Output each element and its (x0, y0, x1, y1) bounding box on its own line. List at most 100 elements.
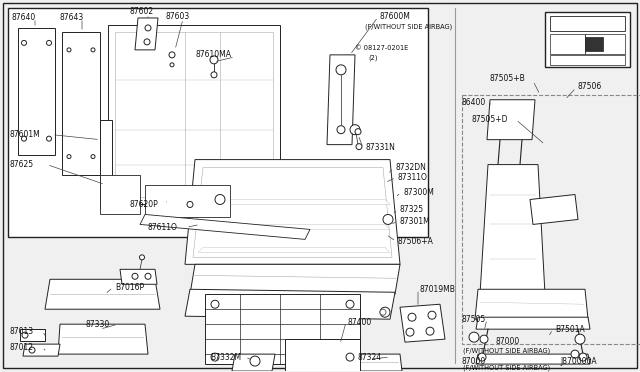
Text: 87013: 87013 (10, 327, 34, 336)
Polygon shape (198, 224, 390, 230)
Text: 87505+B: 87505+B (490, 74, 525, 83)
Polygon shape (135, 18, 158, 50)
Circle shape (67, 48, 71, 52)
Circle shape (355, 129, 361, 135)
Text: 87506: 87506 (578, 82, 602, 91)
Circle shape (67, 155, 71, 158)
Circle shape (144, 39, 150, 45)
Text: B7016P: B7016P (115, 283, 144, 292)
Text: 87620P: 87620P (130, 200, 159, 209)
Text: 87330: 87330 (85, 320, 109, 329)
Circle shape (380, 309, 386, 315)
Text: 87600M: 87600M (380, 12, 411, 22)
Circle shape (571, 350, 579, 358)
Circle shape (211, 353, 219, 361)
Text: 8732DN: 8732DN (395, 163, 426, 172)
Text: 87601M: 87601M (10, 130, 41, 139)
Circle shape (211, 300, 219, 308)
Circle shape (47, 41, 51, 45)
Polygon shape (23, 344, 60, 356)
Polygon shape (145, 185, 230, 218)
Circle shape (187, 202, 193, 208)
Circle shape (350, 125, 360, 135)
Polygon shape (475, 289, 588, 319)
Circle shape (169, 52, 175, 58)
Bar (545, 12, 630, 67)
Text: (F/WITHOUT SIDE AIRBAG): (F/WITHOUT SIDE AIRBAG) (463, 365, 550, 371)
Circle shape (380, 307, 390, 317)
Circle shape (383, 214, 393, 224)
Text: 87625: 87625 (10, 160, 34, 169)
Text: 87324: 87324 (358, 353, 382, 362)
Circle shape (406, 328, 414, 336)
Polygon shape (18, 28, 55, 155)
Polygon shape (476, 354, 590, 364)
Text: 87505+D: 87505+D (472, 115, 509, 124)
Circle shape (170, 63, 174, 67)
Circle shape (469, 332, 479, 342)
Bar (585, 37, 603, 51)
Polygon shape (476, 317, 590, 329)
Circle shape (579, 353, 587, 361)
Polygon shape (185, 289, 395, 319)
Polygon shape (205, 294, 360, 364)
Text: © 08127-0201E: © 08127-0201E (355, 45, 408, 51)
Circle shape (145, 273, 151, 279)
Bar (550, 34, 585, 54)
Polygon shape (45, 279, 160, 309)
Circle shape (480, 335, 488, 343)
Text: 87611O: 87611O (148, 223, 178, 232)
Text: 87505: 87505 (461, 315, 485, 324)
Circle shape (356, 144, 362, 150)
Circle shape (140, 255, 145, 260)
Bar (585, 34, 625, 54)
Circle shape (346, 300, 354, 308)
Circle shape (47, 136, 51, 141)
Text: 87000: 87000 (496, 337, 520, 346)
Text: 87331N: 87331N (365, 143, 395, 152)
Circle shape (428, 311, 436, 319)
Circle shape (91, 48, 95, 52)
Polygon shape (108, 25, 280, 205)
Circle shape (426, 327, 434, 335)
Polygon shape (480, 164, 545, 294)
Polygon shape (115, 32, 273, 198)
Text: 87019MB: 87019MB (420, 285, 456, 294)
Polygon shape (62, 32, 100, 174)
Text: B7332M: B7332M (210, 353, 241, 362)
Polygon shape (100, 120, 112, 209)
Circle shape (337, 126, 345, 134)
Polygon shape (193, 167, 392, 257)
Circle shape (210, 56, 218, 64)
Circle shape (576, 335, 584, 343)
Circle shape (22, 332, 28, 338)
Polygon shape (198, 199, 390, 205)
Text: 87602: 87602 (130, 7, 154, 16)
Circle shape (145, 25, 151, 31)
Polygon shape (232, 354, 275, 371)
Polygon shape (140, 214, 310, 240)
Text: J870000A: J870000A (560, 357, 596, 366)
Text: (F/WITHOUT SIDE AIRBAG): (F/WITHOUT SIDE AIRBAG) (463, 348, 550, 355)
Circle shape (408, 313, 416, 321)
Circle shape (250, 356, 260, 366)
Bar (550, 16, 625, 31)
Text: (F/WITHOUT SIDE AIRBAG): (F/WITHOUT SIDE AIRBAG) (365, 24, 452, 30)
Circle shape (215, 195, 225, 205)
Circle shape (22, 41, 26, 45)
Bar (462, 95, 640, 344)
Polygon shape (58, 324, 148, 354)
Polygon shape (285, 339, 360, 371)
Circle shape (22, 136, 26, 141)
Circle shape (346, 353, 354, 361)
Text: 87311O: 87311O (398, 173, 428, 182)
Polygon shape (400, 304, 445, 342)
Polygon shape (327, 55, 355, 145)
Text: 87301M: 87301M (400, 217, 431, 226)
Circle shape (575, 334, 585, 344)
Circle shape (478, 353, 486, 361)
Polygon shape (100, 174, 140, 214)
Text: 87506+A: 87506+A (398, 237, 434, 246)
Circle shape (211, 72, 217, 78)
Text: 87325: 87325 (400, 205, 424, 214)
